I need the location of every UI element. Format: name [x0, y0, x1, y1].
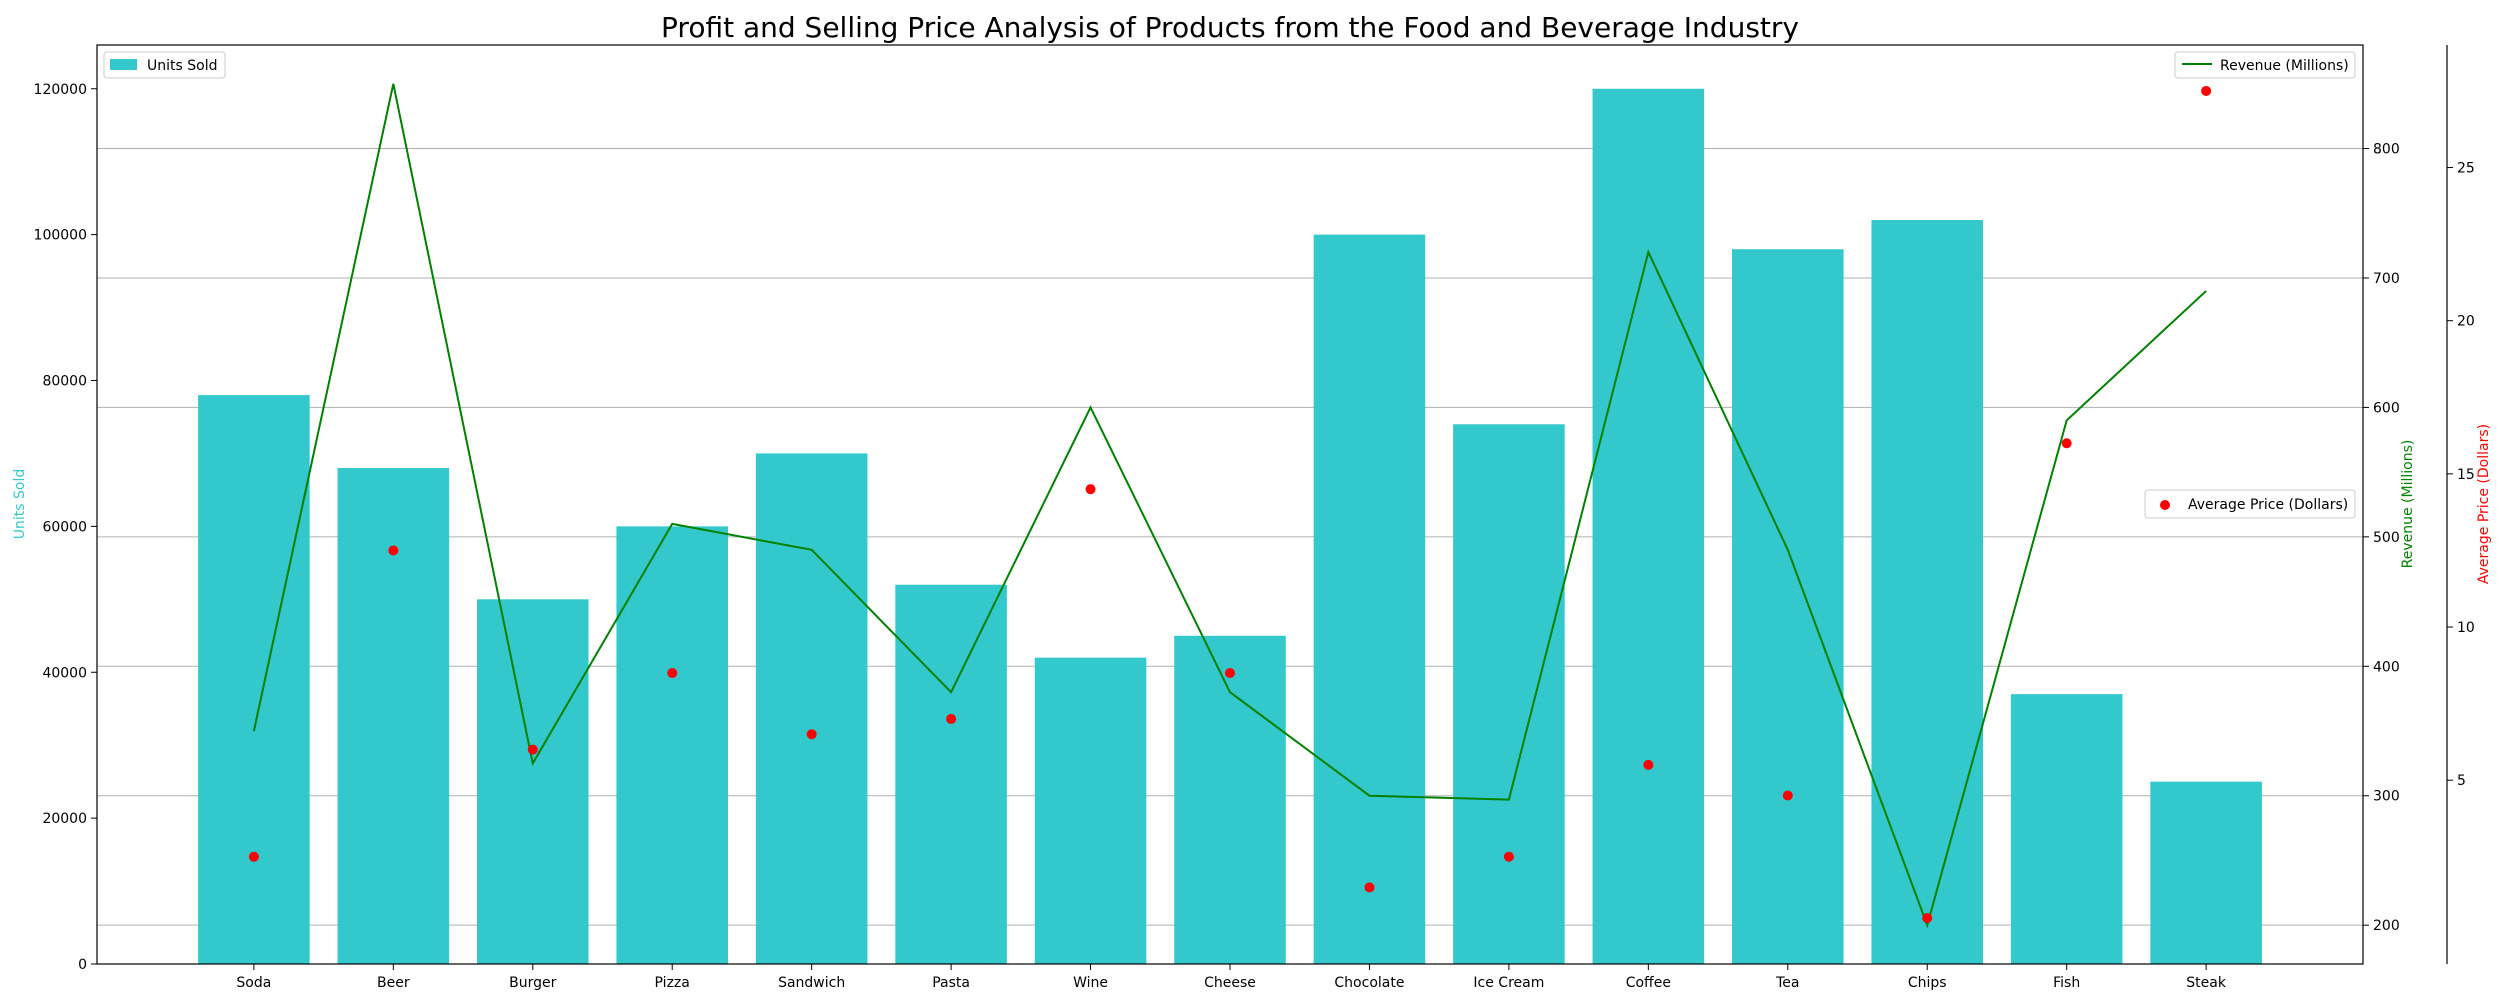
legend-average-price: Average Price (Dollars)	[2144, 489, 2356, 519]
left-axis-label: Units Sold	[12, 469, 28, 539]
price-point-4	[806, 729, 817, 740]
price-point-6	[1085, 484, 1096, 495]
price-point-8	[1364, 882, 1375, 893]
price-point-13	[2061, 438, 2072, 449]
price-point-5	[946, 713, 957, 724]
revenue-line	[252, 83, 2207, 929]
bar-10	[1592, 88, 1705, 964]
bar-7	[1174, 635, 1286, 964]
x-tick-label-13: Fish	[2053, 975, 2080, 991]
price-tick-label-0: 5	[2457, 773, 2466, 789]
revenue-tick-label-3: 500	[2373, 530, 2400, 546]
x-tick-label-6: Wine	[1073, 975, 1108, 991]
price-tick-label-2: 15	[2457, 467, 2475, 483]
price-axis: 5 10 15 20 25	[2447, 161, 2475, 789]
x-tick-label-5: Pasta	[932, 975, 970, 991]
x-tick-label-10: Coffee	[1626, 975, 1671, 991]
revenue-tick-label-5: 700	[2373, 271, 2400, 287]
bar-3	[616, 526, 728, 964]
x-tick-label-8: Chocolate	[1334, 975, 1404, 991]
price-tick-label-1: 10	[2457, 620, 2475, 636]
legend-revenue: Revenue (Millions)	[2174, 51, 2356, 79]
left-axis: 0 20000 40000 60000 80000 100000 120000	[34, 82, 97, 973]
x-tick-label-4: Sandwich	[778, 975, 845, 991]
bar-8	[1313, 234, 1426, 965]
x-tick-label-14: Steak	[2186, 975, 2227, 991]
price-point-3	[667, 667, 678, 678]
price-point-10	[1643, 759, 1654, 770]
left-tick-label-3: 60000	[42, 519, 87, 535]
left-tick-label-4: 80000	[42, 374, 87, 390]
price-point-1	[388, 545, 399, 556]
revenue-polyline	[252, 83, 2207, 929]
left-tick-label-5: 100000	[34, 228, 87, 244]
revenue-tick-label-6: 800	[2373, 142, 2400, 158]
left-tick-label-6: 120000	[34, 82, 87, 98]
x-tick-label-2: Burger	[509, 975, 556, 991]
revenue-tick-label-0: 200	[2373, 918, 2400, 934]
price-tick-label-3: 20	[2457, 314, 2475, 330]
revenue-tick-label-2: 400	[2373, 659, 2400, 675]
legend-revenue-label: Revenue (Millions)	[2220, 58, 2349, 74]
x-tick-label-3: Pizza	[655, 975, 690, 991]
bar-14	[2150, 781, 2262, 964]
price-point-9	[1503, 851, 1514, 862]
price-point-0	[248, 851, 259, 862]
price-point-7	[1225, 667, 1235, 678]
price-axis-label: Average Price (Dollars)	[2476, 424, 2492, 584]
legend-units-sold-label: Units Sold	[147, 58, 217, 74]
price-points	[248, 85, 2212, 924]
legend-units-sold-swatch	[110, 59, 137, 70]
left-tick-label-1: 20000	[42, 811, 87, 827]
chart-title: Profit and Selling Price Analysis of Pro…	[661, 11, 1799, 44]
bar-4	[755, 453, 868, 964]
legend-units-sold: Units Sold	[103, 51, 226, 79]
left-tick-label-2: 40000	[42, 665, 87, 681]
price-point-12	[1922, 913, 1933, 924]
bar-11	[1732, 249, 1844, 964]
x-tick-label-0: Soda	[236, 975, 271, 991]
bar-1	[337, 468, 450, 964]
bar-12	[1871, 220, 1984, 965]
x-tick-label-7: Cheese	[1204, 975, 1256, 991]
x-tick-label-9: Ice Cream	[1473, 975, 1544, 991]
bar-5	[895, 584, 1007, 964]
left-tick-label-0: 0	[78, 957, 87, 973]
x-axis: Soda Beer Burger Pizza Sandwich Pasta Wine Chee…	[236, 964, 2227, 991]
x-tick-label-11: Tea	[1775, 975, 1799, 991]
bar-0	[198, 395, 310, 965]
revenue-axis: 200 300 400 500 600 700 800	[2363, 142, 2400, 934]
revenue-axis-label: Revenue (Millions)	[2400, 440, 2416, 569]
bar-9	[1453, 424, 1565, 964]
revenue-tick-label-1: 300	[2373, 789, 2400, 805]
price-point-14	[2201, 85, 2212, 96]
price-point-11	[1782, 790, 1793, 801]
legend-average-price-label: Average Price (Dollars)	[2188, 497, 2348, 513]
price-tick-label-4: 25	[2457, 161, 2475, 177]
bar-6	[1034, 657, 1147, 964]
x-tick-label-1: Beer	[377, 975, 410, 991]
price-point-2	[527, 744, 538, 755]
bar-13	[2010, 694, 2123, 964]
x-tick-label-12: Chips	[1908, 975, 1947, 991]
revenue-tick-label-4: 600	[2373, 400, 2400, 416]
bar-2	[476, 599, 589, 964]
legend-average-price-swatch	[2160, 500, 2170, 510]
